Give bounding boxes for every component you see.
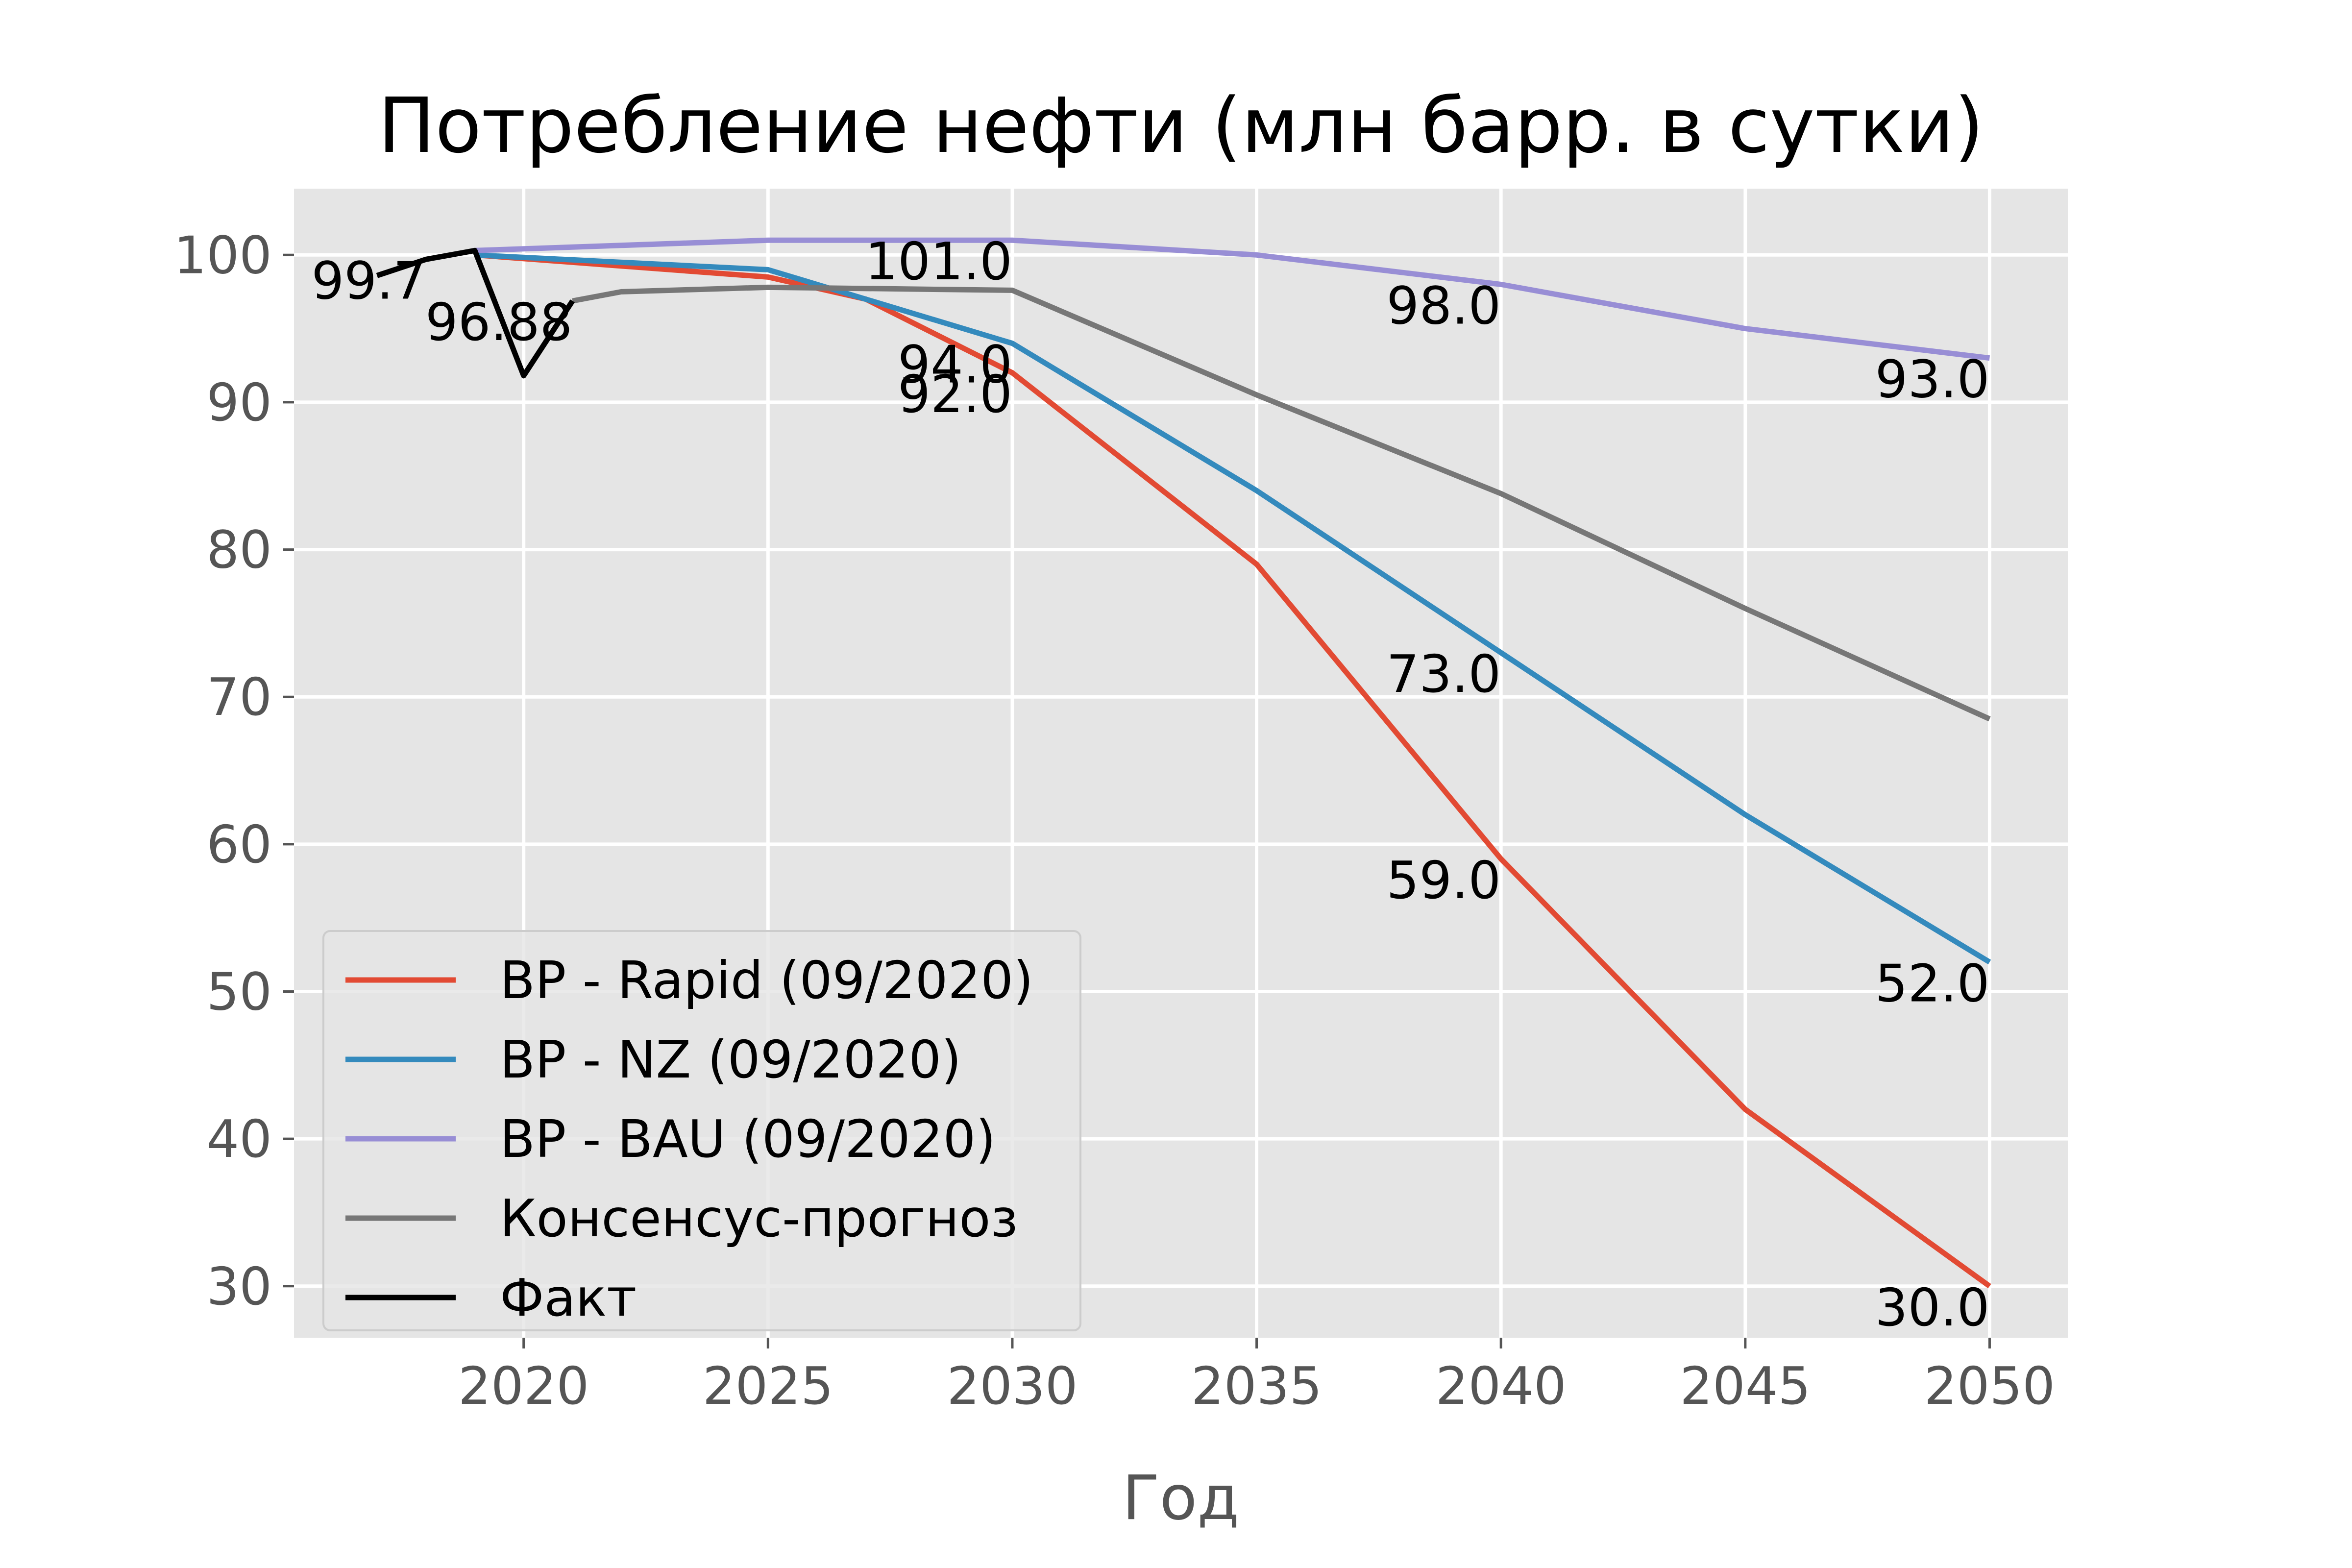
legend-label: BP - BAU (09/2020): [500, 1109, 996, 1169]
series-layer: [376, 237, 1991, 1289]
data-label: 93.0: [1875, 350, 1990, 410]
data-label: 94.0: [898, 335, 1012, 395]
y-tick-label: 40: [206, 1109, 272, 1169]
series-line-4: [376, 247, 575, 379]
y-tick-label: 70: [206, 667, 272, 727]
data-label: 92.0: [898, 365, 1012, 424]
x-tick-label: 2050: [1924, 1356, 2055, 1416]
x-tick-label: 2040: [1436, 1356, 1567, 1416]
legend-label: BP - NZ (09/2020): [500, 1030, 961, 1090]
legend-box: [322, 930, 1081, 1331]
data-label: 59.0: [1386, 851, 1501, 910]
x-tick-label: 2020: [458, 1356, 589, 1416]
series-line-1: [474, 252, 1991, 965]
x-tick-label: 2030: [947, 1356, 1078, 1416]
legend-label: Консенсус-прогноз: [500, 1189, 1018, 1249]
data-label: 98.0: [1386, 276, 1501, 336]
data-labels: 99.796.88 101.0 94.092.0 98.0 73.0 59.0 93.0 52…: [311, 232, 1989, 1338]
y-tick-label: 30: [206, 1257, 272, 1317]
data-label: 52.0: [1875, 954, 1990, 1013]
series-line-0: [474, 252, 1991, 1289]
legend-label: BP - Rapid (09/2020): [500, 951, 1033, 1010]
x-tick-label: 2035: [1191, 1356, 1322, 1416]
y-tick-label: 60: [206, 815, 272, 875]
legend: BP - Rapid (09/2020) BP - NZ (09/2020) BP …: [322, 930, 1081, 1331]
data-label: 96.88: [425, 293, 573, 352]
y-tick-label: 50: [206, 962, 272, 1022]
data-label: 99.7: [311, 251, 426, 311]
data-label: 101.0: [865, 232, 1012, 292]
y-tick-label: 100: [174, 225, 272, 285]
data-label: 30.0: [1875, 1278, 1990, 1338]
series-line-3: [572, 284, 1991, 722]
x-tick-label: 2025: [703, 1356, 833, 1416]
y-tick-label: 80: [206, 520, 272, 580]
x-axis-label: Год: [1122, 1463, 1239, 1534]
grid: [294, 189, 2068, 1338]
y-tick-label: 90: [206, 373, 272, 433]
ticks: 2020 2025 2030 2035 2040 2045 2050 30 40 50 60 70 80…: [174, 225, 2055, 1416]
data-label: 73.0: [1386, 644, 1501, 704]
chart-title: Потребление нефти (млн барр. в сутки): [378, 81, 1984, 170]
x-tick-label: 2045: [1680, 1356, 1811, 1416]
series-line-2: [474, 237, 1990, 361]
legend-label: Факт: [500, 1268, 637, 1328]
